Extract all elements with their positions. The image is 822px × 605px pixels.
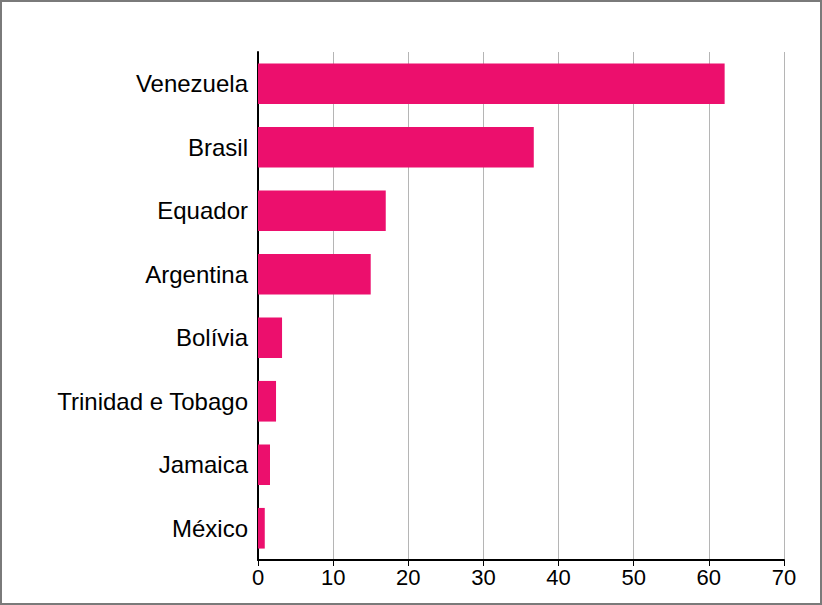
svg-text:Argentina: Argentina <box>145 261 248 288</box>
svg-text:20: 20 <box>396 565 420 590</box>
svg-text:Jamaica: Jamaica <box>159 451 249 478</box>
svg-text:Brasil: Brasil <box>188 134 248 161</box>
svg-text:Venezuela: Venezuela <box>136 70 249 97</box>
svg-text:Trinidad e Tobago: Trinidad e Tobago <box>57 388 248 415</box>
svg-text:Bolívia: Bolívia <box>176 324 249 351</box>
svg-text:10: 10 <box>321 565 345 590</box>
svg-text:Equador: Equador <box>157 197 248 224</box>
svg-text:0: 0 <box>252 565 264 590</box>
svg-text:30: 30 <box>471 565 495 590</box>
svg-text:60: 60 <box>697 565 721 590</box>
svg-text:40: 40 <box>546 565 570 590</box>
svg-text:México: México <box>172 515 248 542</box>
svg-text:50: 50 <box>621 565 645 590</box>
svg-text:70: 70 <box>772 565 796 590</box>
